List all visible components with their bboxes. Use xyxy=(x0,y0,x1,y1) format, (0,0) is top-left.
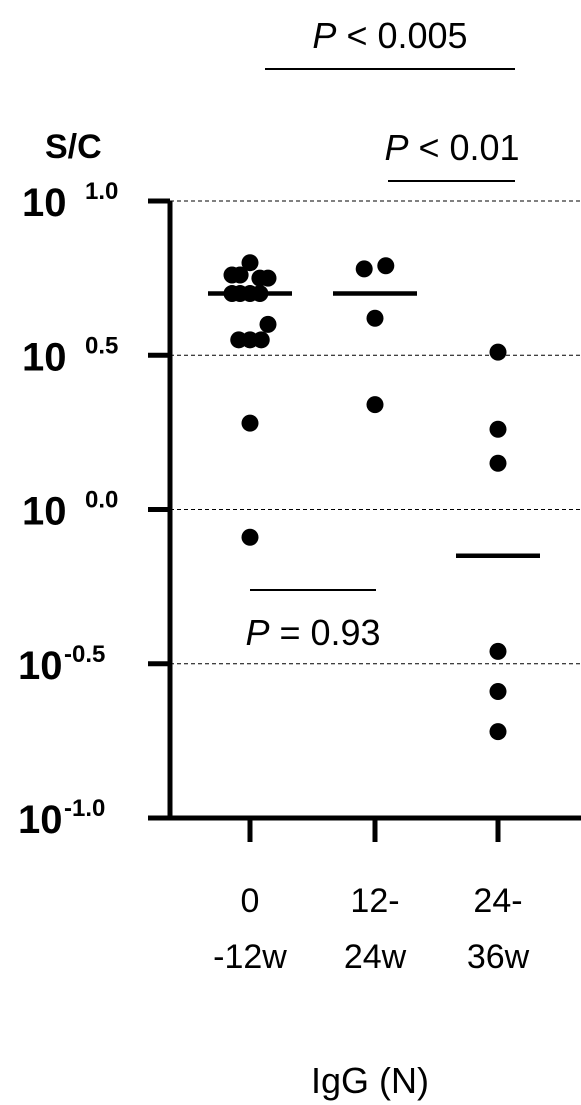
data-point xyxy=(259,269,277,287)
data-point xyxy=(489,343,507,361)
y-tick-label-base: 10 xyxy=(18,798,63,842)
y-tick-label-base: 10 xyxy=(22,490,67,534)
x-axis-label: IgG (N) xyxy=(311,1060,429,1101)
y-tick-label-exponent: -1.0 xyxy=(64,795,105,822)
data-point xyxy=(252,331,270,349)
data-point xyxy=(355,260,373,278)
p-value-label: P < 0.005 xyxy=(312,15,467,56)
y-tick-label-base: 10 xyxy=(18,644,63,688)
p-value-label: P = 0.93 xyxy=(245,612,380,653)
gridlines xyxy=(170,200,581,665)
mean-lines xyxy=(208,291,540,559)
data-point xyxy=(366,396,384,414)
x-tick-label-line1: 24- xyxy=(473,882,522,920)
y-tick-label-exponent: 0.5 xyxy=(85,332,118,359)
data-point xyxy=(489,454,507,472)
significance-annotations: P < 0.005 P < 0.01 P = 0.93 xyxy=(245,15,519,653)
x-tick-label-line1: 12- xyxy=(350,882,399,920)
data-point xyxy=(489,683,507,701)
y-tick-label-base: 10 xyxy=(22,181,67,225)
y-axis-label: S/C xyxy=(45,128,102,166)
data-marks xyxy=(223,254,507,741)
data-point xyxy=(231,266,249,284)
data-point xyxy=(377,257,395,275)
y-tick-label-exponent: 0.0 xyxy=(85,487,118,514)
y-tick-label-exponent: 1.0 xyxy=(85,178,118,205)
data-point xyxy=(489,723,507,741)
x-tick-label-line2: 24w xyxy=(344,938,407,976)
data-point xyxy=(489,420,507,438)
x-tick-label-line2: -12w xyxy=(213,938,287,976)
x-axis-ticks: 0 -12w 12- 24w 24- 36w xyxy=(213,818,530,976)
y-tick-label-base: 10 xyxy=(22,335,67,379)
data-point xyxy=(489,642,507,660)
x-tick-label-line1: 0 xyxy=(241,882,260,920)
y-tick-label-exponent: -0.5 xyxy=(64,641,105,668)
y-axis-ticks: 10 1.010 0.510 0.010 -0.510 -1.0 xyxy=(18,178,170,842)
data-point xyxy=(241,528,259,546)
data-point xyxy=(241,254,259,272)
data-point xyxy=(259,315,277,333)
data-point xyxy=(366,309,384,327)
p-value-label: P < 0.01 xyxy=(384,127,519,168)
data-point xyxy=(241,414,259,432)
x-tick-label-line2: 36w xyxy=(467,938,530,976)
